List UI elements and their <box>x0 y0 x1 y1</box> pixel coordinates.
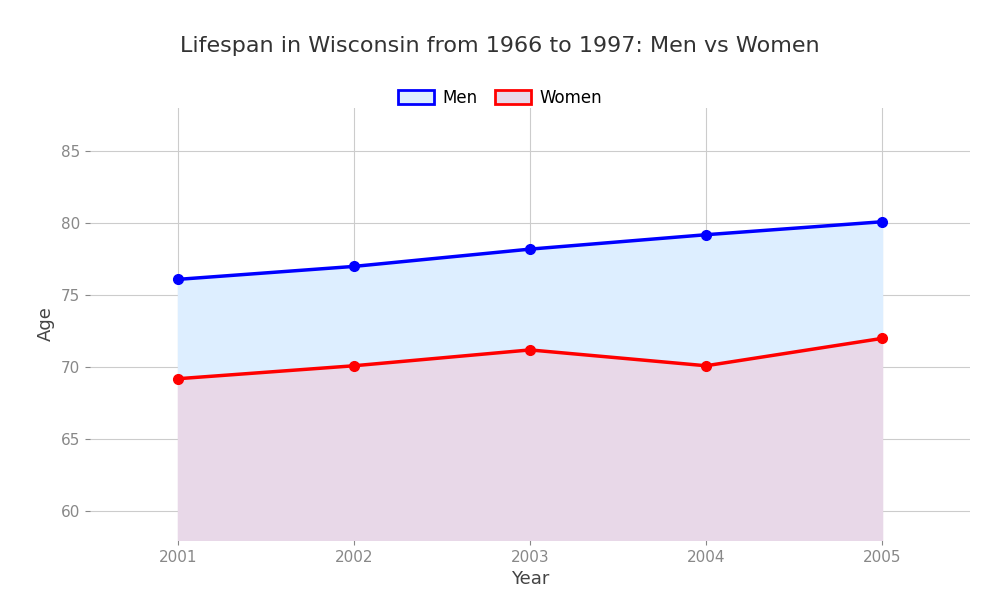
Text: Lifespan in Wisconsin from 1966 to 1997: Men vs Women: Lifespan in Wisconsin from 1966 to 1997:… <box>180 36 820 56</box>
Y-axis label: Age: Age <box>37 307 55 341</box>
Legend: Men, Women: Men, Women <box>389 80 611 115</box>
X-axis label: Year: Year <box>511 570 549 588</box>
